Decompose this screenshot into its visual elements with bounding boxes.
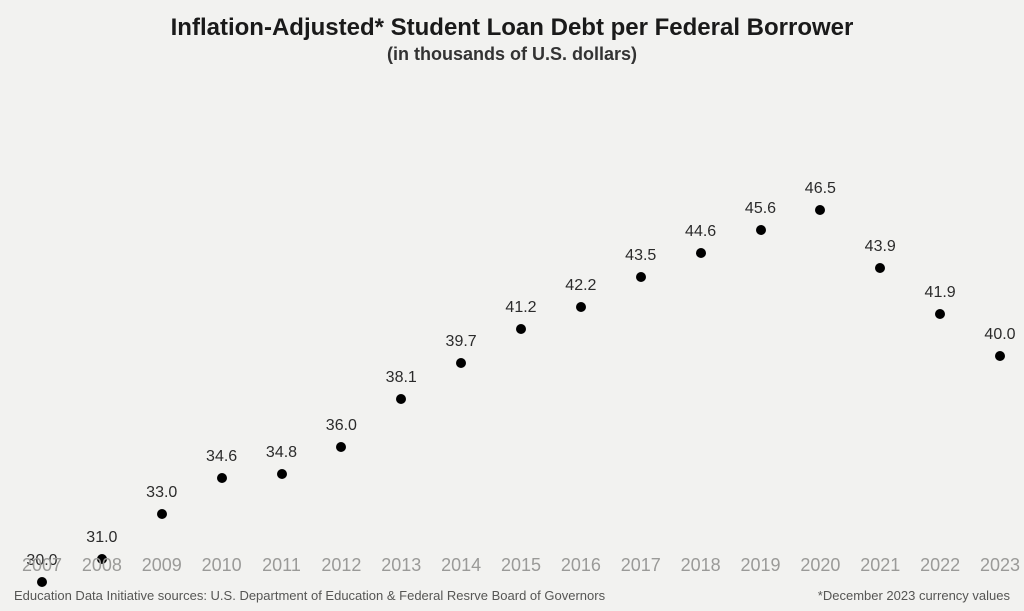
value-label: 36.0 [326, 417, 357, 435]
footer-right: *December 2023 currency values [818, 588, 1010, 603]
value-label: 46.5 [805, 180, 836, 198]
data-point [576, 302, 586, 312]
x-axis-label: 2008 [82, 555, 122, 576]
value-label: 43.9 [865, 238, 896, 256]
value-label: 34.8 [266, 444, 297, 462]
x-axis-label: 2010 [202, 555, 242, 576]
value-label: 44.6 [685, 223, 716, 241]
value-label: 39.7 [446, 333, 477, 351]
value-label: 41.2 [505, 299, 536, 317]
data-point [696, 248, 706, 258]
footer-left: Education Data Initiative sources: U.S. … [14, 588, 605, 603]
value-label: 40.0 [984, 326, 1015, 344]
chart-footer: Education Data Initiative sources: U.S. … [0, 588, 1024, 603]
data-point [336, 442, 346, 452]
value-label: 45.6 [745, 200, 776, 218]
x-axis-label: 2019 [740, 555, 780, 576]
x-axis-label: 2021 [860, 555, 900, 576]
data-point [935, 309, 945, 319]
data-point [756, 225, 766, 235]
value-label: 38.1 [386, 369, 417, 387]
data-point [37, 577, 47, 587]
data-point [516, 324, 526, 334]
value-label: 41.9 [925, 284, 956, 302]
data-point [875, 263, 885, 273]
chart-container: Inflation-Adjusted* Student Loan Debt pe… [0, 0, 1024, 611]
data-point [636, 272, 646, 282]
x-axis-label: 2013 [381, 555, 421, 576]
x-axis-label: 2020 [800, 555, 840, 576]
data-point [217, 473, 227, 483]
value-label: 33.0 [146, 484, 177, 502]
x-axis-label: 2016 [561, 555, 601, 576]
x-axis-label: 2023 [980, 555, 1020, 576]
x-axis-label: 2007 [22, 555, 62, 576]
x-axis-label: 2015 [501, 555, 541, 576]
x-axis-label: 2009 [142, 555, 182, 576]
data-point [277, 469, 287, 479]
data-point [995, 351, 1005, 361]
value-label: 42.2 [565, 277, 596, 295]
chart-subtitle: (in thousands of U.S. dollars) [0, 44, 1024, 65]
x-axis-label: 2017 [621, 555, 661, 576]
data-point [396, 394, 406, 404]
line-path [42, 210, 1000, 582]
value-label: 31.0 [86, 529, 117, 547]
x-axis-label: 2018 [681, 555, 721, 576]
chart-title: Inflation-Adjusted* Student Loan Debt pe… [0, 14, 1024, 42]
x-axis-label: 2011 [262, 555, 301, 576]
data-point [456, 358, 466, 368]
value-label: 43.5 [625, 247, 656, 265]
x-axis-label: 2014 [441, 555, 481, 576]
x-axis-label: 2012 [321, 555, 361, 576]
data-point [157, 509, 167, 519]
value-label: 34.6 [206, 448, 237, 466]
x-axis-label: 2022 [920, 555, 960, 576]
data-point [815, 205, 825, 215]
